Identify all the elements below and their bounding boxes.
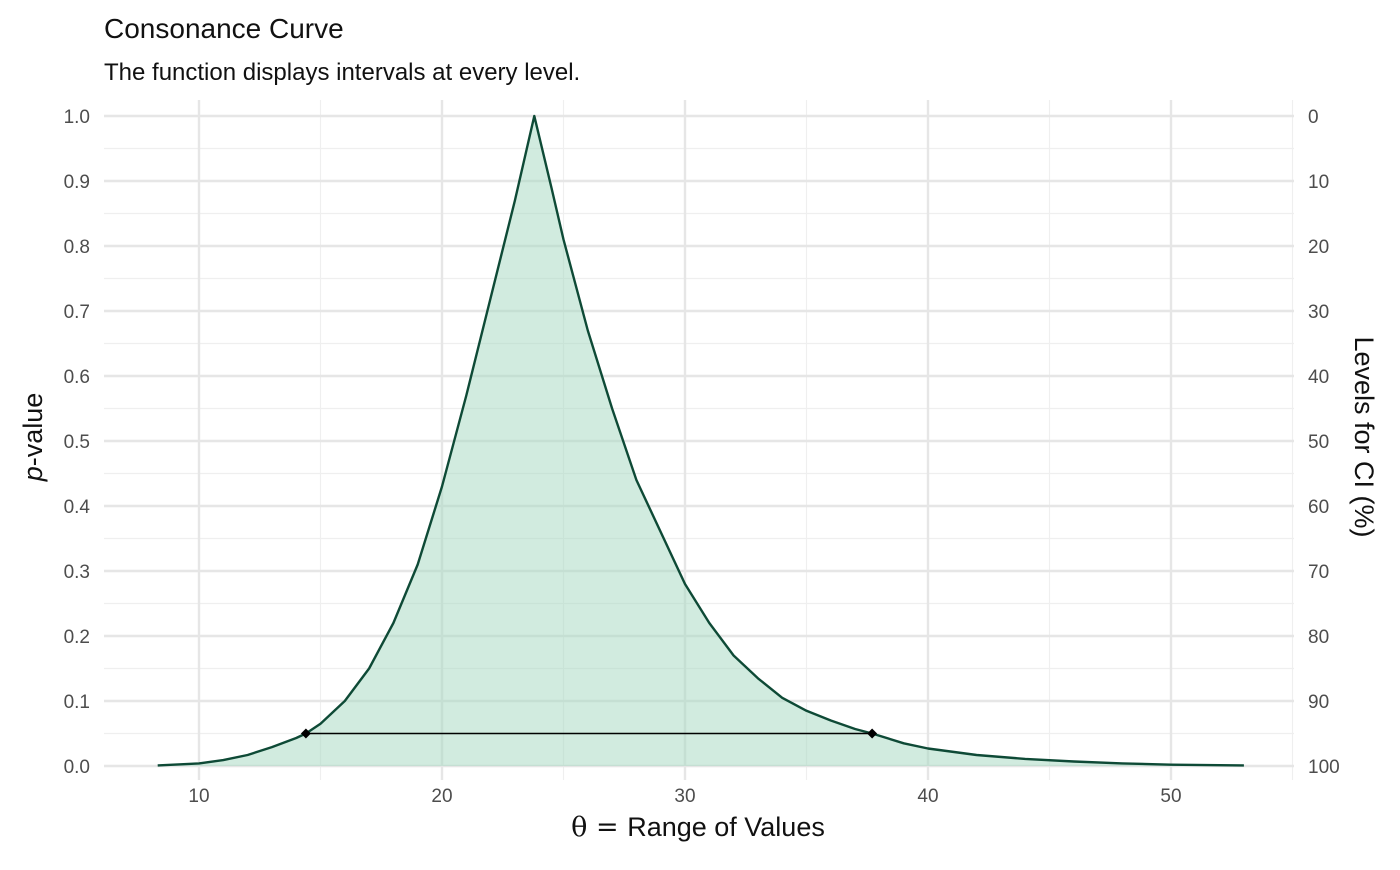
y-tick-label: 0.1: [64, 692, 90, 713]
y2-tick-label: 80: [1308, 627, 1329, 648]
y2-tick-label: 60: [1308, 497, 1329, 518]
y-tick-label: 0.7: [64, 302, 90, 323]
y2-tick-label: 30: [1308, 302, 1329, 323]
y2-tick-label: 50: [1308, 432, 1329, 453]
y-tick-label: 0.5: [64, 432, 90, 453]
y2-tick-label: 100: [1308, 757, 1340, 778]
y-tick-label: 0.9: [64, 172, 90, 193]
y-tick-label: 0.8: [64, 237, 90, 258]
interval-upper-point: [867, 728, 878, 739]
consonance-area: [157, 116, 1244, 766]
y2-tick-label: 0: [1308, 107, 1319, 128]
y2-axis-title: Levels for CI (%): [1349, 336, 1379, 537]
x-axis-title: θ = Range of Values: [571, 812, 825, 843]
y2-tick-label: 90: [1308, 692, 1329, 713]
x-tick-label: 40: [917, 786, 938, 807]
y-tick-label: 0.2: [64, 627, 90, 648]
y2-tick-label: 40: [1308, 367, 1329, 388]
y-tick-label: 0.3: [64, 562, 90, 583]
y-axis-title: p-value: [18, 393, 48, 483]
x-tick-label: 10: [188, 786, 209, 807]
x-tick-label: 20: [431, 786, 452, 807]
theta-prefix: θ =: [571, 812, 627, 843]
y2-tick-label: 70: [1308, 562, 1329, 583]
data-layer: [157, 114, 1244, 767]
y2-tick-label: 20: [1308, 237, 1329, 258]
x-tick-label: 50: [1160, 786, 1181, 807]
y-axis-title-italic: p: [18, 466, 48, 482]
x-axis-label: Range of Values: [627, 812, 825, 842]
y2-tick-label: 10: [1308, 172, 1329, 193]
x-tick-label: 30: [674, 786, 695, 807]
interval-lower-point: [300, 728, 311, 739]
y-tick-label: 1.0: [64, 107, 90, 128]
y-tick-label: 0.0: [64, 757, 90, 778]
chart-title: Consonance Curve: [104, 13, 344, 44]
chart-subtitle: The function displays intervals at every…: [104, 59, 580, 86]
y-tick-label: 0.6: [64, 367, 90, 388]
y-tick-label: 0.4: [64, 497, 91, 518]
y-axis-title-rest: -value: [18, 393, 48, 467]
consonance-curve: [157, 114, 1244, 767]
